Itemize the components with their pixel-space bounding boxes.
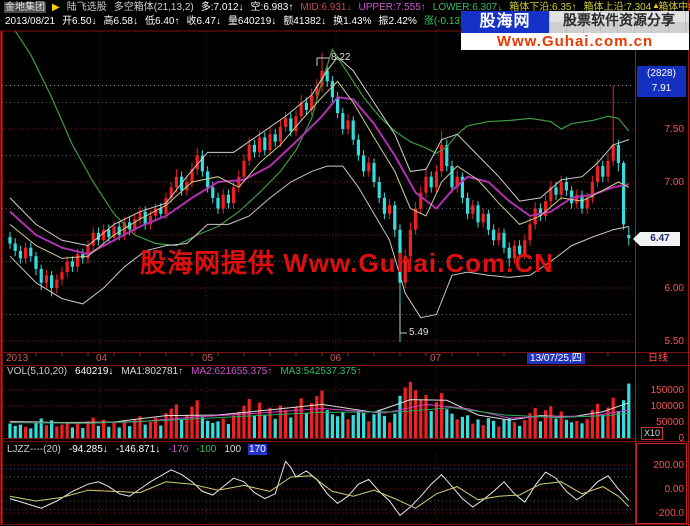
oscillator-label: -94.285↓ [68,444,108,455]
header-field: 箱体中线:6.807 [658,2,690,13]
quote-field: 量640219↓ [227,16,277,27]
header-field: MID:6.931↓ [300,2,352,13]
price-annotation: 5.49 [409,327,429,338]
highest-price: 7.91 [651,83,672,94]
oscillator-label: -146.871↓ [115,444,161,455]
quote-field: 振2.42% [378,16,417,27]
watermark-url: Www.Guhai.com.cn [461,33,689,50]
volume-panel [2,367,633,439]
price-axis-label: 6.00 [664,283,684,294]
oscillator-axis-label: 0.00 [664,484,684,495]
oscillator-axis-label: -200.0 [655,508,684,519]
header-field: 空:6.983↑ [250,2,294,13]
oscillator-label: -100 [196,444,217,455]
quote-field: 换1.43% [333,16,372,27]
indicator-header-row: 金地集团 ▶ 陆飞选股 多空箱体(21,13,2) 多:7.012↓ 空:6.983↑ MI… [4,1,690,15]
oscillator-axis-label: 200.00 [653,460,684,471]
oscillator-panel [2,455,633,524]
header-field: 多:7.012↓ [200,2,244,13]
watermark-brand: 股海网 [461,11,549,33]
volume-label: MA1:802781↑ [121,366,184,377]
volume-label: MA2:621655.375↑ [191,366,273,377]
header-field: ▶ [52,2,60,13]
price-panel [2,31,633,352]
quote-field: 额41382↓ [283,16,327,27]
price-axis-label: 5.50 [664,336,684,347]
header-field: 多空箱体(21,13,2) [113,2,194,13]
time-axis-label: 06 [330,353,342,364]
time-axis-label: 07 [430,353,442,364]
highest-price-marker: (2828) 7.91 [637,66,686,97]
oscillator-label: LJZZ----(20) [7,444,61,455]
header-field: LOWER:6.307↓ [432,2,503,13]
watermark-tagline: 股票软件资源分享 [549,11,689,33]
volume-axis-label: 150000 [650,385,684,396]
oscillator-indicator-labels: LJZZ----(20) -94.285↓ -146.871↓ -170 -100 100… [6,444,273,456]
time-axis-label: 2013 [6,353,29,364]
site-watermark: 股海网 股票软件资源分享 Www.Guhai.com.cn [461,11,689,50]
header-field: UPPER:7.555↑ [358,2,426,13]
period-selector[interactable]: 日线 [648,353,668,364]
scroll-up-icon[interactable]: ▲ [652,1,660,10]
bar-count: (2828) [647,68,676,79]
price-annotation: 8.22 [331,52,351,63]
price-axis-label: 7.50 [664,124,684,135]
volume-axis-label: 0 [678,433,684,444]
oscillator-label: 170 [248,444,267,455]
oscillator-label: 100 [224,444,242,455]
volume-axis-label: 100000 [650,401,684,412]
volume-axis-label: 50000 [656,417,684,428]
oscillator-label: -170 [168,444,189,455]
volume-indicator-labels: VOL(5,10,20) 640219↓ MA1:802781↑ MA2:621655… [6,366,368,378]
center-watermark: 股海网提供 Www.Guhai.Com.CN [140,248,554,278]
last-price-value: 6.47 [640,232,680,246]
price-axis-label: 7.00 [664,177,684,188]
header-field: 箱体下沿:6.35↑ [509,2,577,13]
volume-unit-label: X10 [641,427,664,440]
quote-field: 低6.40↑ [145,16,180,27]
header-field: 金地集团 [4,2,46,13]
volume-label: 640219↓ [75,366,114,377]
volume-label: MA3:542537.375↑ [280,366,362,377]
quote-field: 高6.58↓ [103,16,138,27]
quote-field: 涨(-0.13)-1.97% [423,16,495,27]
price-tag-arrow-icon [633,232,640,246]
header-field: 箱体上沿:7.304 [583,2,652,13]
cursor-date-label: 13/07/25,四 [527,353,585,364]
time-axis-label: 04 [96,353,108,364]
quote-field: 开6.50↓ [62,16,97,27]
volume-label: VOL(5,10,20) [7,366,68,377]
quote-field: 收6.47↓ [186,16,221,27]
quote-field: 2013/08/21 [5,16,56,27]
time-axis-label: 05 [202,353,214,364]
header-field: 陆飞选股 [66,2,107,13]
